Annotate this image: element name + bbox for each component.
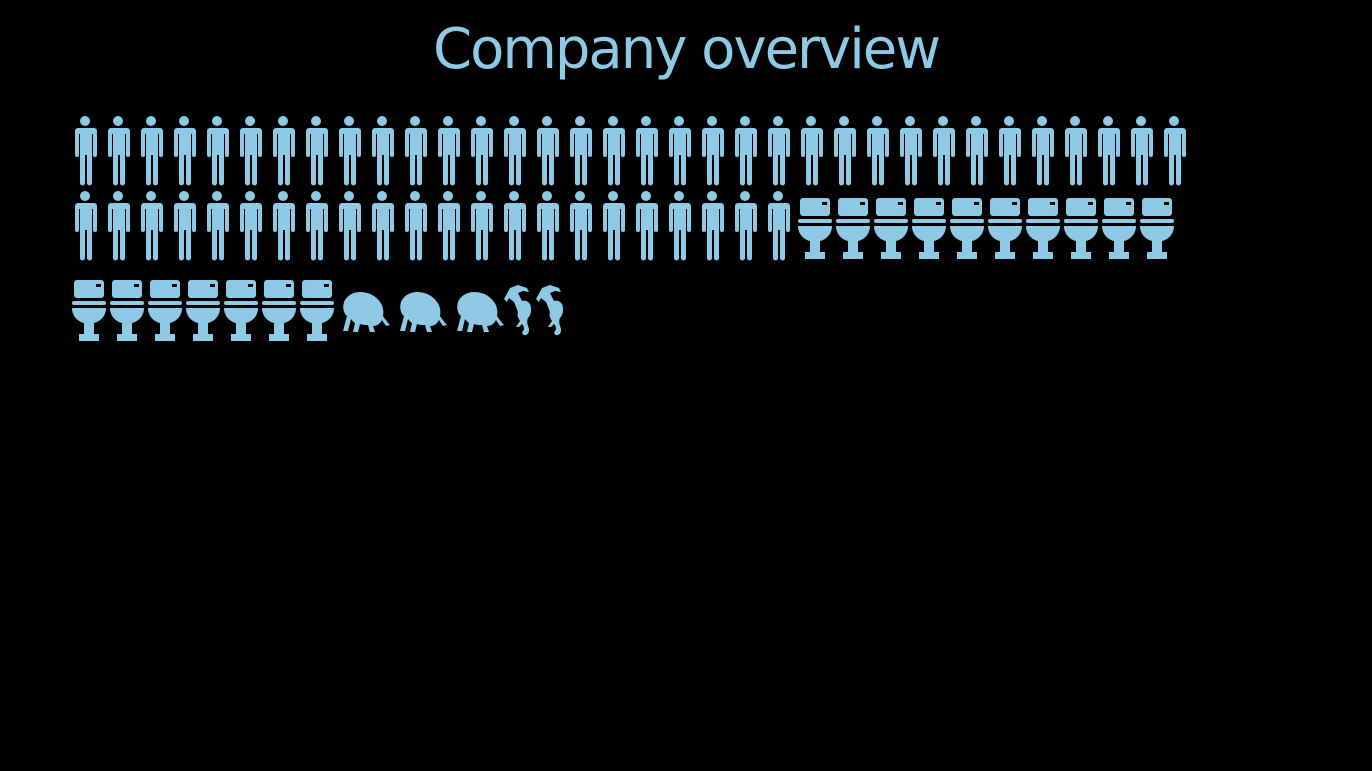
person-icon — [1032, 116, 1054, 186]
person-icon — [603, 116, 625, 186]
toilet-icon — [186, 280, 220, 341]
person-icon — [570, 191, 592, 261]
person-icon — [735, 116, 757, 186]
toilet-icon — [224, 280, 258, 341]
toilet-icon — [874, 198, 908, 259]
person-icon — [933, 116, 955, 186]
person-icon — [141, 116, 163, 186]
person-icon — [570, 116, 592, 186]
person-icon — [273, 116, 295, 186]
person-icon — [207, 116, 229, 186]
toilet-icon — [1140, 198, 1174, 259]
person-icon — [372, 116, 394, 186]
person-icon — [339, 191, 361, 261]
person-icon — [141, 191, 163, 261]
person-icon — [240, 116, 262, 186]
person-icon — [108, 191, 130, 261]
person-icon — [438, 116, 460, 186]
ape-icon — [457, 292, 504, 332]
person-icon — [405, 116, 427, 186]
person-icon — [108, 116, 130, 186]
person-icon — [867, 116, 889, 186]
person-icon — [801, 116, 823, 186]
toilet-icon — [912, 198, 946, 259]
toilet-icon — [262, 280, 296, 341]
person-icon — [537, 116, 559, 186]
person-icon — [471, 116, 493, 186]
person-icon — [768, 191, 790, 261]
toilet-icon — [988, 198, 1022, 259]
person-icon — [504, 116, 526, 186]
person-icon — [537, 191, 559, 261]
ape-icon — [343, 292, 390, 332]
slide-title: Company overview — [432, 17, 941, 82]
ape-icon — [400, 292, 447, 332]
person-icon — [273, 191, 295, 261]
person-icon — [669, 191, 691, 261]
person-icon — [1098, 116, 1120, 186]
toilet-icon — [836, 198, 870, 259]
person-icon — [438, 191, 460, 261]
person-icon — [702, 191, 724, 261]
toilet-icon — [72, 280, 106, 341]
toilet-icon — [798, 198, 832, 259]
person-icon — [768, 116, 790, 186]
person-icon — [471, 191, 493, 261]
person-icon — [306, 116, 328, 186]
person-icon — [306, 191, 328, 261]
person-icon — [174, 191, 196, 261]
person-icon — [339, 116, 361, 186]
person-icon — [636, 116, 658, 186]
person-icon — [702, 116, 724, 186]
person-icon — [372, 191, 394, 261]
person-icon — [1164, 116, 1186, 186]
person-icon — [1131, 116, 1153, 186]
person-icon — [207, 191, 229, 261]
person-icon — [75, 116, 97, 186]
person-icon — [240, 191, 262, 261]
person-icon — [1065, 116, 1087, 186]
toilet-icon — [110, 280, 144, 341]
person-icon — [504, 191, 526, 261]
person-icon — [75, 191, 97, 261]
person-icon — [900, 116, 922, 186]
person-icon — [636, 191, 658, 261]
toilet-icon — [1102, 198, 1136, 259]
person-icon — [603, 191, 625, 261]
toilet-icon — [950, 198, 984, 259]
toilet-icon — [300, 280, 334, 341]
person-icon — [834, 116, 856, 186]
toilet-icon — [148, 280, 182, 341]
person-icon — [999, 116, 1021, 186]
person-icon — [174, 116, 196, 186]
monkey-icon — [504, 285, 532, 336]
person-icon — [735, 191, 757, 261]
person-icon — [966, 116, 988, 186]
person-icon — [669, 116, 691, 186]
person-icon — [405, 191, 427, 261]
toilet-icon — [1026, 198, 1060, 259]
monkey-icon — [536, 285, 564, 336]
toilet-icon — [1064, 198, 1098, 259]
